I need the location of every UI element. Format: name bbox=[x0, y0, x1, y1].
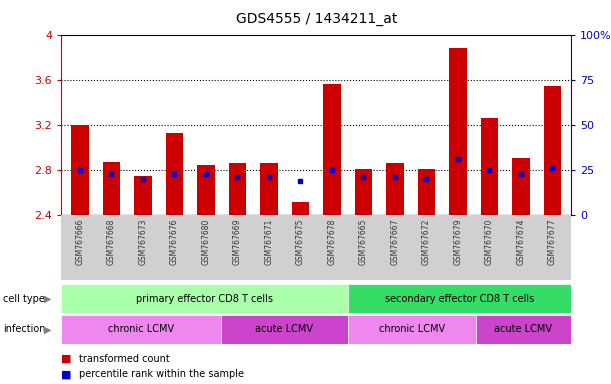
Text: GSM767679: GSM767679 bbox=[453, 218, 463, 265]
Text: ▶: ▶ bbox=[44, 324, 51, 334]
Bar bbox=[260, 163, 277, 215]
Bar bbox=[166, 133, 183, 215]
Text: GSM767667: GSM767667 bbox=[390, 218, 400, 265]
Text: infection: infection bbox=[3, 324, 46, 334]
Text: GSM767680: GSM767680 bbox=[202, 218, 210, 265]
Text: secondary effector CD8 T cells: secondary effector CD8 T cells bbox=[385, 293, 534, 304]
Text: ▶: ▶ bbox=[44, 293, 51, 304]
Bar bbox=[61, 315, 221, 344]
Bar bbox=[418, 169, 435, 215]
Text: GSM767673: GSM767673 bbox=[139, 218, 147, 265]
Bar bbox=[71, 125, 89, 215]
Bar bbox=[134, 175, 152, 215]
Text: GSM767671: GSM767671 bbox=[265, 218, 274, 265]
Bar bbox=[323, 84, 340, 215]
Text: GDS4555 / 1434211_at: GDS4555 / 1434211_at bbox=[235, 12, 397, 25]
Bar bbox=[103, 162, 120, 215]
Bar bbox=[221, 315, 348, 344]
Text: GSM767677: GSM767677 bbox=[548, 218, 557, 265]
Text: acute LCMV: acute LCMV bbox=[494, 324, 552, 334]
Bar bbox=[386, 163, 404, 215]
Text: chronic LCMV: chronic LCMV bbox=[108, 324, 174, 334]
Text: acute LCMV: acute LCMV bbox=[255, 324, 313, 334]
Text: GSM767665: GSM767665 bbox=[359, 218, 368, 265]
Text: ■: ■ bbox=[61, 354, 71, 364]
Text: GSM767666: GSM767666 bbox=[76, 218, 84, 265]
Bar bbox=[449, 48, 467, 215]
Bar bbox=[481, 118, 498, 215]
Bar bbox=[544, 86, 561, 215]
Bar bbox=[348, 284, 571, 313]
Text: transformed count: transformed count bbox=[79, 354, 170, 364]
Bar bbox=[61, 284, 348, 313]
Text: GSM767678: GSM767678 bbox=[327, 218, 337, 265]
Bar bbox=[292, 202, 309, 215]
Text: cell type: cell type bbox=[3, 293, 45, 304]
Text: GSM767672: GSM767672 bbox=[422, 218, 431, 265]
Text: GSM767676: GSM767676 bbox=[170, 218, 179, 265]
Text: primary effector CD8 T cells: primary effector CD8 T cells bbox=[136, 293, 273, 304]
Text: GSM767670: GSM767670 bbox=[485, 218, 494, 265]
Bar bbox=[348, 315, 475, 344]
Bar bbox=[512, 157, 530, 215]
Text: GSM767675: GSM767675 bbox=[296, 218, 305, 265]
Text: ■: ■ bbox=[61, 369, 71, 379]
Text: chronic LCMV: chronic LCMV bbox=[379, 324, 445, 334]
Bar bbox=[355, 169, 372, 215]
Text: GSM767668: GSM767668 bbox=[107, 218, 116, 265]
Text: percentile rank within the sample: percentile rank within the sample bbox=[79, 369, 244, 379]
Bar bbox=[229, 163, 246, 215]
Bar bbox=[197, 166, 214, 215]
Text: GSM767674: GSM767674 bbox=[516, 218, 525, 265]
Text: GSM767669: GSM767669 bbox=[233, 218, 242, 265]
Bar bbox=[475, 315, 571, 344]
